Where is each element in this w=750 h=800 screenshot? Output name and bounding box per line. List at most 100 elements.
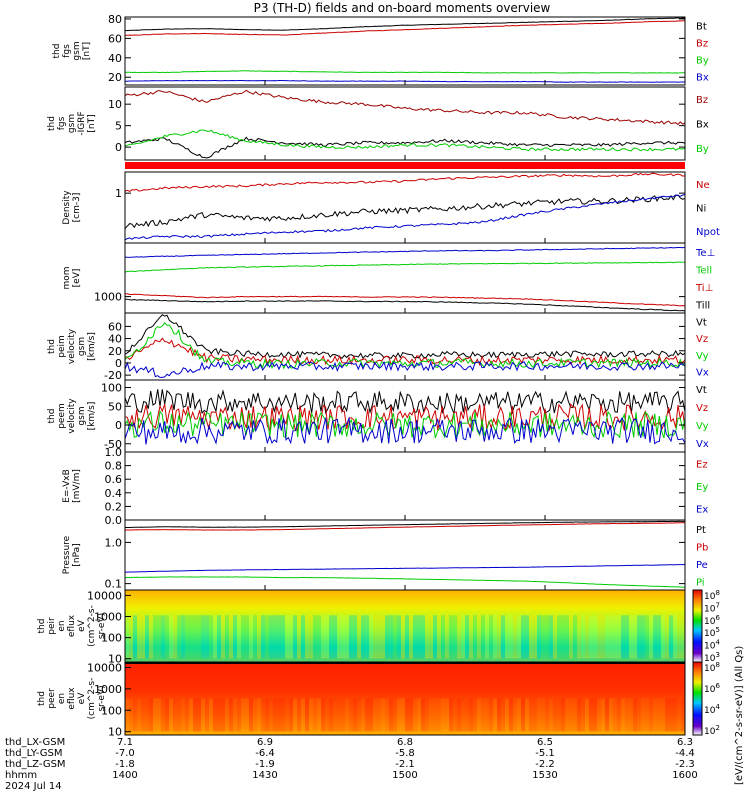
spectrogram-stripe [541, 615, 545, 659]
ylabel-line: [mV/m] [72, 469, 82, 503]
spectrogram-stripe [409, 698, 413, 732]
spectrogram-stripe [365, 615, 369, 659]
spectrogram-stripe [233, 698, 237, 732]
legend-vt-peim_velocity: Vt [696, 317, 707, 328]
panel-frame-peem_velocity [124, 379, 686, 453]
spectrogram-stripe [193, 615, 197, 659]
spectrogram-stripe [169, 698, 173, 732]
spectrogram-stripe [329, 698, 333, 732]
footer-value-col1-row3: 1430 [252, 770, 277, 781]
spectrogram-stripe [269, 615, 273, 659]
ytick-label: 20 [108, 71, 122, 84]
spectrogram-stripe [133, 615, 137, 659]
spectrogram-stripe [565, 698, 569, 732]
spectrogram-stripe [373, 698, 377, 732]
legend-ti-temperature: Ti⊥ [695, 283, 713, 294]
footer-value-col0-row3: 1400 [112, 770, 137, 781]
panel-frame-peim_velocity [124, 312, 686, 381]
spectrogram-stripe [281, 615, 285, 659]
spectrogram-stripe [389, 698, 393, 732]
spectrogram-stripe [213, 698, 217, 732]
spectrogram-stripe [561, 698, 565, 732]
spectrogram-stripe [517, 698, 521, 732]
panel-temperature: 1000 mom [eV] Te⊥ Tell Ti⊥ Till [62, 242, 715, 314]
spectrogram-stripe [277, 698, 281, 732]
footer-value-col4-row1: -4.4 [675, 748, 695, 759]
ytick-label: 10000 [87, 589, 122, 602]
spectrogram-stripe [577, 698, 581, 732]
spectrogram-stripe [165, 615, 169, 659]
ylabel-line: peer [47, 688, 57, 709]
spectrogram-stripe [201, 698, 205, 732]
legend-bt-fgs_gsm: Bt [696, 22, 707, 33]
spectrogram-peer_eflux [125, 662, 685, 735]
spectrogram-stripe [573, 698, 577, 732]
spectrogram-stripe [413, 698, 417, 732]
spectrogram-stripe [273, 615, 277, 659]
spectrogram-stripe [645, 698, 649, 732]
spectrogram-stripe [505, 615, 509, 659]
spectrogram-stripe [505, 698, 509, 732]
spectrogram-stripe [617, 615, 621, 659]
ylabel-line: mom [62, 266, 72, 289]
spectrogram-stripe [637, 615, 641, 659]
spectrogram-stripe [313, 615, 317, 659]
spectrogram-stripe [345, 615, 349, 659]
spectrogram-stripe [349, 698, 353, 732]
footer: thd_LX-GSM thd_LY-GSM thd_LZ-GSM hhmm 20… [5, 737, 698, 792]
legend-vx-peim_velocity: Vx [696, 368, 709, 379]
spectrogram-stripe [681, 615, 685, 659]
spectrogram-stripe [657, 698, 661, 732]
spectrogram-stripe [337, 615, 341, 659]
ylabel-line: fgs [62, 44, 72, 58]
legend-ey-efield: Ey [696, 482, 708, 493]
spectrogram-stripe [205, 698, 209, 732]
series-line-npot-density [125, 193, 685, 241]
legend-bz-fgs_gsm_dip: Bz [696, 95, 708, 106]
ytick-label: 100 [101, 382, 122, 395]
ylabel-line: eV [77, 692, 87, 705]
spectrogram-stripe [201, 615, 205, 659]
spectrogram-stripe [193, 698, 197, 732]
spectrogram-stripe [473, 615, 477, 659]
ylabel-line: (cm^2-s- [87, 678, 97, 720]
spectrogram-stripe [433, 698, 437, 732]
colorbar-tick: 107 [704, 601, 720, 614]
spectrogram-stripe [617, 698, 621, 732]
spectrogram-stripe [549, 698, 553, 732]
spectrogram-stripe [421, 698, 425, 732]
spectrogram-stripe [213, 615, 217, 659]
spectrogram-stripe [501, 615, 505, 659]
ylabel-line: eflux [67, 687, 77, 710]
ytick-label: 1000 [94, 291, 122, 304]
spectrogram-stripe [309, 615, 313, 659]
plot-area-peem_velocity [125, 389, 685, 445]
spectrogram-stripe [169, 615, 173, 659]
spectrogram-stripe [401, 698, 405, 732]
spectrogram-stripe [629, 615, 633, 659]
ylabel-line: gsm [72, 41, 82, 60]
spectrogram-stripe [549, 615, 553, 659]
spectrogram-stripe [513, 615, 517, 659]
series-line-pi-pressure [125, 576, 685, 588]
spectrogram-stripe [393, 615, 397, 659]
spectrogram-stripe [441, 698, 445, 732]
spectrogram-stripe [317, 615, 321, 659]
series-line-pt-pressure [125, 520, 685, 528]
ytick-label: 5 [115, 120, 122, 133]
ylabel-line: thd [37, 691, 47, 706]
spectrogram-stripe [529, 698, 533, 732]
ytick-label: 40 [108, 333, 122, 346]
spectrogram-stripe [253, 615, 257, 659]
ytick-label: 10000 [87, 661, 122, 674]
spectrogram-stripe [457, 615, 461, 659]
spectrogram-stripe [501, 698, 505, 732]
ylabel-line: sr-eV) [97, 613, 107, 639]
spectrogram-stripe [385, 698, 389, 732]
legend-vz-peem_velocity: Vz [696, 403, 708, 414]
spectrogram-stripe [513, 698, 517, 732]
spectrogram-stripe [461, 615, 465, 659]
spectrogram-stripe [649, 615, 653, 659]
ytick-label: 1 [115, 187, 122, 200]
colorbar-tick: 106 [704, 614, 720, 627]
